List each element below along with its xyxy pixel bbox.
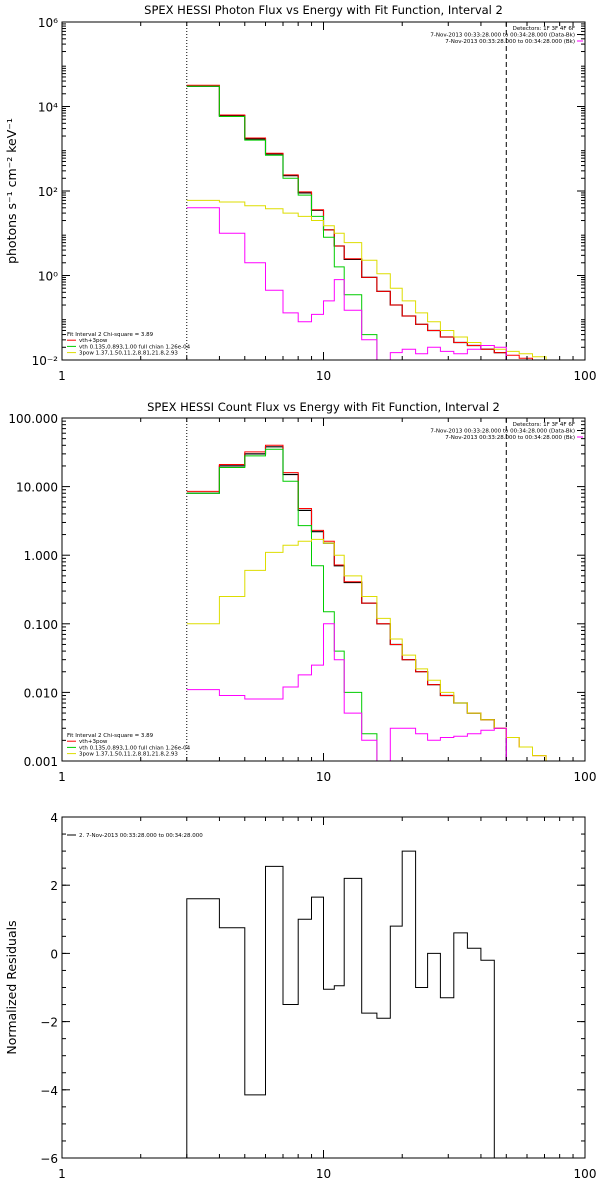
chart-panel-3: 1 10 100 −6 −4 −2 0 2 4 Normalized Residuals 2. 7-… <box>4 811 596 1181</box>
x-tick-label: 100 <box>574 369 597 383</box>
series-background <box>186 623 507 761</box>
y-tick-label: 100.000 <box>8 412 58 426</box>
series-vth <box>186 85 378 360</box>
series-vth-3pow <box>186 84 547 360</box>
legend-entry: 7-Nov-2013 00:33:28.000 to 00:34:28.000 … <box>445 39 575 45</box>
legend-entry: vth+3pow <box>79 739 108 745</box>
y-tick-label: 0.100 <box>24 618 58 632</box>
series-group <box>186 84 561 360</box>
series-data <box>186 85 507 360</box>
y-tick-label: 0.010 <box>24 686 58 700</box>
x-tick-label: 10 <box>316 1167 331 1181</box>
legend-entry: vth 0.135,0.893,1.00 full chian 1.26e-04 <box>79 344 191 350</box>
series-group <box>186 444 561 761</box>
legend-entry: 7-Nov-2013 00:33:28.000 to 00:34:28.000 … <box>430 429 575 435</box>
y-tick-label: 10⁴ <box>38 101 58 115</box>
x-tick-label: 1 <box>58 770 66 784</box>
y-tick-label: 10⁻² <box>32 354 59 368</box>
y-tick-label: 10⁰ <box>38 270 58 284</box>
chart-panel-1: SPEX HESSI Photon Flux vs Energy with Fi… <box>4 3 597 383</box>
legend-entry: Detectors: 1F 3F 4F 6F <box>513 422 575 428</box>
series-group <box>186 850 495 1158</box>
x-tick-label: 1 <box>58 369 66 383</box>
y-axis-label: photons s⁻¹ cm⁻² keV⁻¹ <box>4 118 19 264</box>
legend-entry: Fit Interval 2 Chi-square = 3.89 <box>67 733 154 739</box>
y-tick-label: 4 <box>50 811 58 825</box>
x-tick-label: 10 <box>316 369 331 383</box>
y-tick-label: 1.000 <box>24 549 58 563</box>
y-tick-label: −2 <box>40 1016 58 1030</box>
x-tick-label: 10 <box>316 770 331 784</box>
legend-entry: 7-Nov-2013 00:33:28.000 to 00:34:28.000 … <box>445 435 575 441</box>
legend-entry: Detectors: 1F 3F 4F 6F <box>513 26 575 32</box>
x-tick-label: 100 <box>574 1167 597 1181</box>
series-3pow <box>186 538 561 761</box>
y-tick-label: 0 <box>50 947 58 961</box>
legend-entry: Fit Interval 2 Chi-square = 3.89 <box>67 332 154 338</box>
x-tick-label: 100 <box>574 770 597 784</box>
legend-entry: 7-Nov-2013 00:33:28.000 to 00:34:28.000 … <box>430 33 575 39</box>
y-tick-label: 10² <box>38 185 58 199</box>
chart-title: SPEX HESSI Photon Flux vs Energy with Fi… <box>144 3 503 17</box>
y-tick-label: 0.001 <box>24 755 58 769</box>
legend-entry: vth 0.135,0.893,1.00 full chian 1.26e-04 <box>79 745 191 751</box>
y-tick-label: −4 <box>40 1084 58 1098</box>
legend-entry: 3pow 1.37,1.50,11.2,8.81,21.8,2.93 <box>79 351 178 357</box>
chart-title: SPEX HESSI Count Flux vs Energy with Fit… <box>147 400 500 414</box>
legend-entry: 3pow 1.37,1.50,11.2,8.81,21.8,2.93 <box>79 752 178 758</box>
series-background <box>186 207 507 360</box>
series-vth <box>186 448 378 761</box>
x-tick-label: 1 <box>58 1167 66 1181</box>
y-tick-label: 10⁶ <box>38 16 58 30</box>
series-residual <box>186 850 495 1158</box>
legend-entry: 2. 7-Nov-2013 00:33:28.000 to 00:34:28.0… <box>79 833 203 839</box>
legend-entry: vth+3pow <box>79 338 108 344</box>
y-tick-label: 10.000 <box>16 481 58 495</box>
series-data <box>186 446 507 761</box>
y-axis-label: Normalized Residuals <box>4 920 19 1054</box>
y-tick-label: −6 <box>40 1152 58 1166</box>
chart-panel-2: SPEX HESSI Count Flux vs Energy with Fit… <box>8 400 597 784</box>
y-tick-label: 2 <box>50 879 58 893</box>
series-vth-3pow <box>186 444 561 761</box>
